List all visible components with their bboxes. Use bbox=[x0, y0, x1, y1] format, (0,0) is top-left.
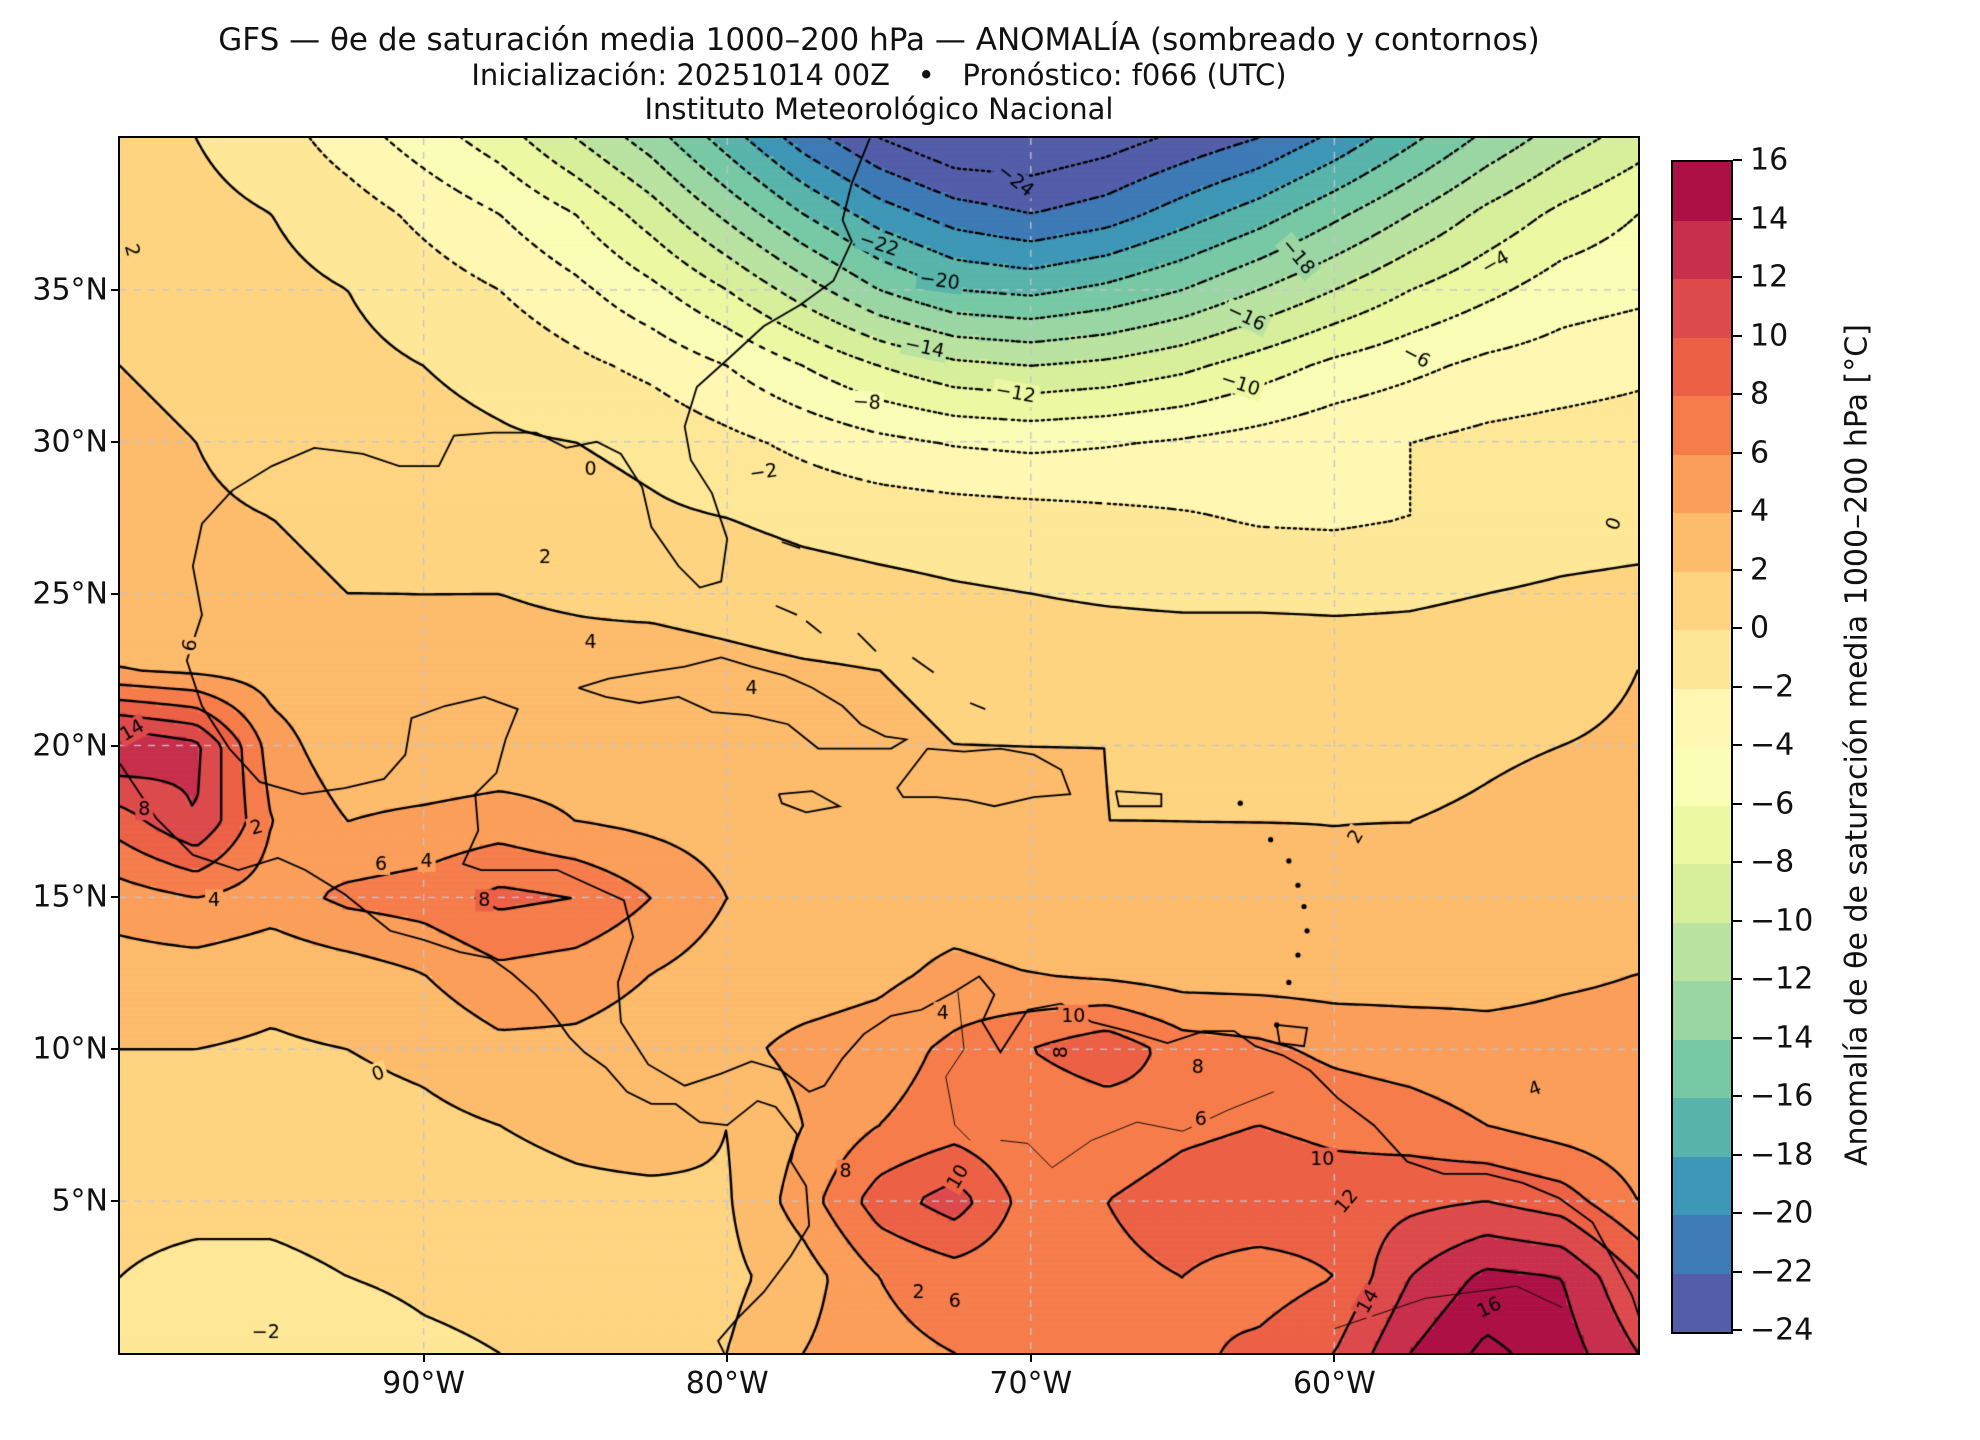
y-tick-mark bbox=[111, 1200, 120, 1203]
colorbar-tick-mark bbox=[1733, 568, 1742, 571]
colorbar-tick-label: 6 bbox=[1750, 435, 1770, 470]
colorbar-tick-label: 10 bbox=[1750, 318, 1789, 353]
y-tick-label: 10°N bbox=[32, 1031, 108, 1067]
colorbar-tick-mark bbox=[1733, 1095, 1742, 1097]
colorbar-tick-mark bbox=[1733, 510, 1742, 512]
colorbar-tick-mark bbox=[1733, 627, 1742, 629]
y-tick-mark bbox=[111, 896, 120, 899]
colorbar-block bbox=[1673, 630, 1731, 689]
colorbar-block bbox=[1673, 981, 1731, 1040]
colorbar-block bbox=[1673, 162, 1731, 221]
y-tick-label: 5°N bbox=[51, 1183, 108, 1219]
colorbar-block bbox=[1673, 279, 1731, 338]
y-tick-mark bbox=[111, 288, 120, 291]
colorbar-tick-mark bbox=[1733, 744, 1742, 746]
colorbar-tick-label: −24 bbox=[1750, 1312, 1814, 1348]
colorbar-tick-label: −22 bbox=[1750, 1254, 1814, 1289]
x-tick-label: 80°W bbox=[685, 1366, 769, 1401]
colorbar-tick-label: −2 bbox=[1750, 669, 1795, 704]
colorbar-tick-label: −6 bbox=[1750, 786, 1795, 821]
colorbar-tick-mark bbox=[1733, 1270, 1742, 1273]
colorbar-tick-mark bbox=[1733, 1329, 1742, 1331]
x-tick-label: 70°W bbox=[989, 1366, 1073, 1401]
colorbar-block bbox=[1673, 454, 1731, 513]
colorbar-tick-mark bbox=[1733, 802, 1742, 805]
colorbar-tick-label: 2 bbox=[1750, 552, 1770, 587]
x-tick-mark bbox=[1333, 1353, 1336, 1362]
colorbar-block bbox=[1673, 1039, 1731, 1098]
colorbar-tick-label: 16 bbox=[1750, 142, 1789, 178]
colorbar-block bbox=[1673, 805, 1731, 864]
colorbar-tick-mark bbox=[1733, 217, 1742, 220]
colorbar-block bbox=[1673, 1156, 1731, 1215]
x-tick-mark bbox=[1029, 1353, 1032, 1362]
colorbar-tick-mark bbox=[1733, 861, 1742, 863]
map-canvas bbox=[120, 138, 1638, 1353]
colorbar-tick-label: 8 bbox=[1750, 376, 1770, 412]
y-tick-mark bbox=[111, 744, 120, 747]
title-line-1: GFS — θe de saturación media 1000–200 hP… bbox=[218, 22, 1540, 58]
colorbar-tick-mark bbox=[1733, 393, 1742, 395]
colorbar-block bbox=[1673, 1098, 1731, 1157]
colorbar-block bbox=[1673, 571, 1731, 630]
colorbar-block bbox=[1673, 220, 1731, 279]
colorbar-tick-mark bbox=[1733, 1153, 1742, 1156]
colorbar-block bbox=[1673, 747, 1731, 806]
y-tick-mark bbox=[111, 592, 120, 595]
y-tick-label: 15°N bbox=[32, 879, 108, 915]
colorbar-tick-mark bbox=[1733, 334, 1742, 337]
colorbar-tick-mark bbox=[1733, 451, 1742, 454]
y-tick-mark bbox=[111, 440, 120, 443]
colorbar-block bbox=[1673, 1273, 1731, 1332]
colorbar-tick-label: −18 bbox=[1750, 1137, 1814, 1172]
title-line-2: Inicialización: 20251014 00Z • Pronóstic… bbox=[471, 58, 1287, 92]
title-line-3: Instituto Meteorológico Nacional bbox=[644, 92, 1114, 126]
colorbar-block bbox=[1673, 337, 1731, 396]
y-tick-label: 35°N bbox=[32, 272, 108, 308]
colorbar-block bbox=[1673, 396, 1731, 455]
colorbar-tick-mark bbox=[1733, 978, 1742, 980]
colorbar-tick-mark bbox=[1733, 159, 1742, 161]
x-tick-label: 60°W bbox=[1292, 1366, 1376, 1401]
colorbar-tick-label: 0 bbox=[1750, 610, 1770, 646]
colorbar bbox=[1671, 160, 1733, 1334]
colorbar-block bbox=[1673, 864, 1731, 923]
colorbar-tick-mark bbox=[1733, 1036, 1742, 1039]
colorbar-tick-mark bbox=[1733, 1212, 1742, 1214]
colorbar-tick-label: 4 bbox=[1750, 493, 1770, 529]
colorbar-tick-mark bbox=[1733, 919, 1742, 922]
y-tick-mark bbox=[111, 1048, 120, 1051]
colorbar-tick-mark bbox=[1733, 685, 1742, 688]
colorbar-tick-label: −12 bbox=[1750, 961, 1814, 997]
y-tick-label: 20°N bbox=[32, 728, 108, 763]
y-tick-label: 25°N bbox=[32, 576, 108, 612]
colorbar-label: Anomalía de θe de saturación media 1000–… bbox=[1839, 324, 1875, 1167]
colorbar-tick-label: −16 bbox=[1750, 1078, 1814, 1114]
colorbar-tick-label: −10 bbox=[1750, 903, 1814, 938]
colorbar-block bbox=[1673, 1215, 1731, 1274]
colorbar-tick-label: −20 bbox=[1750, 1195, 1814, 1231]
colorbar-tick-mark bbox=[1733, 276, 1742, 278]
colorbar-block bbox=[1673, 922, 1731, 981]
y-tick-label: 30°N bbox=[32, 424, 108, 460]
colorbar-tick-label: −4 bbox=[1750, 727, 1795, 763]
colorbar-tick-label: −14 bbox=[1750, 1020, 1814, 1055]
colorbar-tick-label: 12 bbox=[1750, 259, 1789, 295]
colorbar-block bbox=[1673, 688, 1731, 747]
colorbar-block bbox=[1673, 513, 1731, 572]
colorbar-tick-label: 14 bbox=[1750, 201, 1789, 236]
x-tick-mark bbox=[726, 1353, 729, 1362]
colorbar-tick-label: −8 bbox=[1750, 844, 1795, 880]
x-tick-label: 90°W bbox=[382, 1366, 466, 1401]
x-tick-mark bbox=[422, 1353, 425, 1362]
